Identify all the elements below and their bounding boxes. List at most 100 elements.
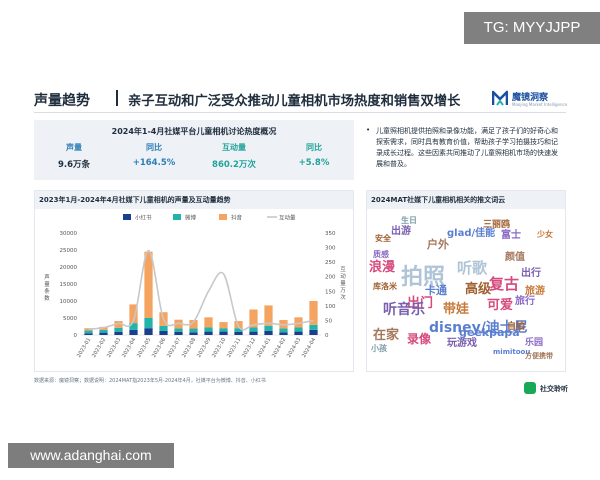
bar-weibo [309,324,318,330]
bar-weibo [84,330,93,334]
bar-xiaohongshu [234,331,243,335]
brand-name: 魔镜洞察 [512,93,549,103]
cloud-word: 生日 [401,216,417,225]
cloud-word: 出行 [521,268,541,279]
legend-swatch [123,214,131,220]
bar-douyin [294,317,303,328]
cloud-word: disney/迪士尼 [429,320,528,336]
header-divider [34,112,566,113]
bar-weibo [174,328,183,332]
kpi-value: +164.5% [132,158,176,168]
cloud-word: 录像 [407,332,432,346]
y-tick-label: 0 [74,333,78,339]
kpi-value: +5.8% [298,158,330,168]
bar-douyin [84,328,93,331]
x-tick-label: 2023-12 [241,337,257,359]
cloud-word: geekpapa [459,326,520,339]
bar-douyin [204,317,213,328]
y-tick-label: 10000 [60,299,78,305]
kpi-label: 互动量 [222,143,246,152]
cloud-word: 富士 [501,230,521,241]
word-cloud-title: 2024MAT社媒下儿童相机相关的推文词云 [371,196,506,204]
cloud-word: 旅游 [525,286,545,297]
cloud-word: 卡通 [425,284,447,297]
x-tick-label: 2023-10 [211,337,227,359]
x-tick-label: 2023-04 [121,336,137,358]
y2-axis-title: 互动量万次 [340,266,346,301]
word-cloud: 拍照 浪漫 出游 户外 glad/佳能 富士 三丽鸥 听歌 高级 卡通 复古 出门 可爱 听音乐 带娃 旅行 d… [367,209,565,371]
cloud-word: 可爱 [487,298,514,313]
bar-weibo [99,329,108,333]
y-tick-label: 5000 [63,316,77,322]
header: 声量趋势 亲子互动和广泛受众推动儿童相机市场热度和销售双增长 魔镜洞察 Mooj… [34,88,567,112]
bar-xiaohongshu [174,331,183,335]
cloud-word: 安全 [375,234,391,243]
cloud-word: 浪漫 [369,260,396,275]
brand-logo: 魔镜洞察 Moojing Market Intelligence [492,88,567,112]
social-listening-label: 社交聆听 [540,385,568,393]
cloud-word: 颜值 [505,252,525,263]
y2-tick-label: 300 [325,246,336,252]
y2-tick-label: 200 [325,275,336,281]
x-tick-label: 2023-02 [91,337,107,359]
kpi-value: 9.6万条 [57,160,91,170]
x-tick-label: 2023-11 [226,337,242,359]
bar-xiaohongshu [99,332,108,335]
y2-tick-label: 150 [325,289,336,295]
kpi-interaction-yoy: 同比 +5.8% [274,142,354,168]
watermark-top: TG: MYYJJPP [464,12,600,44]
cloud-word: 出游 [391,226,411,237]
x-tick-label: 2023-07 [166,337,182,359]
y-tick-label: 25000 [60,248,78,254]
bar-weibo [144,318,153,329]
bar-xiaohongshu [294,331,303,335]
bar-weibo [159,325,168,331]
bar-xiaohongshu [309,329,318,335]
summary-text: 儿童照相机提供拍照和录像功能，满足了孩子们的好奇心和探索需求，同时具有教育价值，… [376,127,558,168]
brand-mark-icon [492,90,508,106]
cloud-word: 出门 [407,296,434,311]
watermark-bottom: www.adanghai.com [8,443,174,468]
bar-weibo [249,327,258,332]
y2-tick-label: 50 [325,318,332,324]
x-tick-label: 2023-09 [196,337,212,359]
cloud-word: mimitoou [493,348,531,356]
cloud-word: 在家 [373,328,400,343]
x-tick-label: 2024-03 [286,337,302,359]
legend-label: 抖音 [231,214,243,222]
bar-xiaohongshu [159,330,168,335]
bar-douyin [309,301,318,325]
cloud-word: glad/佳能 [447,228,496,239]
bar-weibo [279,328,288,333]
y2-tick-label: 0 [325,333,329,339]
kpi-interaction: 互动量 860.2万次 [194,142,274,170]
y-tick-label: 15000 [60,282,78,288]
bar-douyin [264,305,273,326]
y-tick-label: 30000 [60,231,78,237]
y2-tick-label: 350 [325,231,336,237]
legend-swatch [219,214,227,220]
bar-xiaohongshu [129,329,138,335]
interaction-line [88,249,314,331]
cloud-word: 库洛米 [373,282,397,291]
legend-swatch [173,214,181,220]
bar-douyin [114,321,123,328]
data-source-note: 数据来源：魔镜洞察；数据说明：2024MAT指2023年5月-2024年4月，社… [34,378,266,384]
bar-douyin [219,322,228,329]
bar-xiaohongshu [114,331,123,335]
cloud-word: 带娃 [443,302,470,317]
cloud-word: 玩游戏 [447,338,477,349]
bar-weibo [189,328,198,333]
bar-xiaohongshu [84,333,93,335]
bar-xiaohongshu [219,331,228,335]
cloud-word: 方便携带 [525,352,553,360]
title-divider [116,90,118,106]
bar-xiaohongshu [144,328,153,335]
kpi-label: 同比 [146,143,162,152]
panel-header: 2024MAT社媒下儿童相机相关的推文词云 [367,191,565,209]
page-title: 亲子互动和广泛受众推动儿童相机市场热度和销售双增长 [128,94,461,109]
bar-douyin [249,309,258,328]
legend-label: 互动量 [279,215,296,222]
legend-label: 小红书 [135,214,152,222]
